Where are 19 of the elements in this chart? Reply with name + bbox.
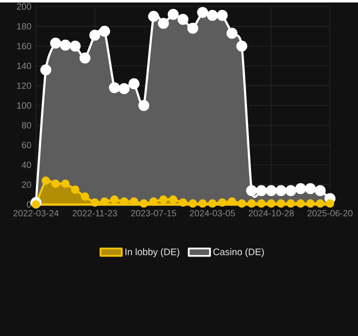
legend-label: In lobby (DE): [126, 248, 180, 257]
y-tick-label: 140: [17, 62, 32, 69]
x-tick-label: 2023-07-15: [131, 210, 176, 216]
y-tick-label: 40: [22, 161, 32, 168]
x-tick-label: 2022-11-23: [72, 210, 117, 216]
x-tick-label: 2025-06-20: [308, 210, 353, 216]
legend-label: Casino (DE): [213, 248, 264, 257]
y-tick-label: 180: [17, 22, 32, 30]
y-tick-label: 0: [26, 201, 32, 208]
y-tick-label: 80: [22, 122, 32, 128]
x-tick-label: 2024-10-28: [248, 210, 294, 216]
y-tick-label: 100: [17, 102, 32, 108]
x-tick-label: 2022-03-24: [14, 210, 59, 216]
y-tick-label: 160: [17, 42, 32, 50]
x-tick-label: 2024-03-05: [190, 210, 235, 216]
y-tick-label: 120: [17, 82, 32, 89]
y-tick-label: 200: [16, 3, 32, 10]
y-tick-label: 60: [22, 142, 32, 148]
y-tick-label: 20: [22, 181, 32, 188]
